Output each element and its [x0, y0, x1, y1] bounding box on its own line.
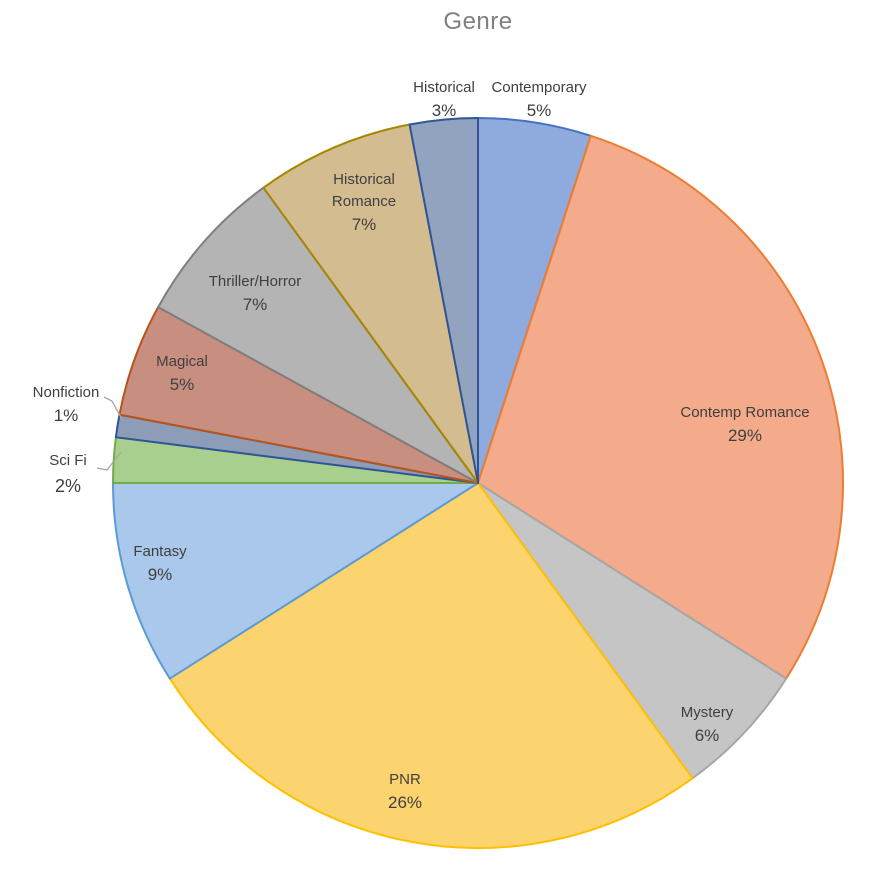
slice-label-name: Nonfiction [32, 384, 100, 401]
slice-label-percent: 7% [242, 295, 268, 314]
pie-slice-historical-romance [262, 123, 479, 484]
slice-label-name: Magical [156, 353, 208, 370]
slice-label-name: Fantasy [133, 543, 187, 560]
slice-label-name: Contemporary [491, 79, 587, 96]
slice-label-mystery: Mystery 6% [681, 702, 734, 748]
slice-label-percent: 1% [53, 406, 79, 425]
slice-label-name: Mystery [680, 704, 734, 721]
slice-label-percent: 5% [526, 101, 552, 120]
pie-slice-contemp-romance [477, 134, 845, 680]
slice-label-contemp-romance: Contemp Romance 29% [680, 402, 809, 448]
slice-label-sci-fi: Sci Fi 2% [49, 450, 87, 498]
pie-slice-fantasy [112, 482, 479, 680]
chart-title: Genre [443, 8, 513, 35]
leader-line-nonfiction [103, 396, 124, 422]
slice-label-name: PNR [389, 771, 421, 788]
slice-label-magical: Magical 5% [156, 351, 208, 397]
slice-label-percent: 29% [727, 426, 763, 445]
slice-label-historical: Historical 3% [413, 77, 475, 123]
slice-label-percent: 6% [694, 726, 720, 745]
pie-slice-pnr [168, 482, 694, 849]
slice-label-name: Historical [413, 79, 475, 96]
slice-label-percent: 7% [351, 215, 377, 234]
slice-label-pnr: PNR 26% [388, 769, 422, 815]
slice-label-percent: 2% [54, 476, 81, 496]
pie-slice-thriller-horror [157, 186, 479, 484]
slice-label-contemporary: Contemporary 5% [491, 77, 586, 123]
slice-label-name: Contemp Romance [680, 404, 810, 421]
pie-slice-historical [408, 117, 479, 484]
slice-label-percent: 9% [147, 565, 173, 584]
slice-label-nonfiction: Nonfiction 1% [33, 382, 100, 428]
slice-label-thriller-horror: Thriller/Horror 7% [209, 271, 302, 317]
slice-label-fantasy: Fantasy 9% [133, 541, 186, 587]
slice-label-name: Sci Fi [49, 452, 87, 469]
slice-label-name: Historical Romance [331, 171, 397, 210]
slice-label-percent: 3% [431, 101, 457, 120]
slice-label-name: Thriller/Horror [208, 273, 302, 290]
slice-label-percent: 26% [387, 793, 423, 812]
pie-slice-mystery [477, 482, 788, 780]
slice-label-percent: 5% [169, 375, 195, 394]
slice-label-historical-romance: Historical Romance 7% [332, 169, 396, 237]
leader-line-sci-fi [96, 451, 122, 471]
